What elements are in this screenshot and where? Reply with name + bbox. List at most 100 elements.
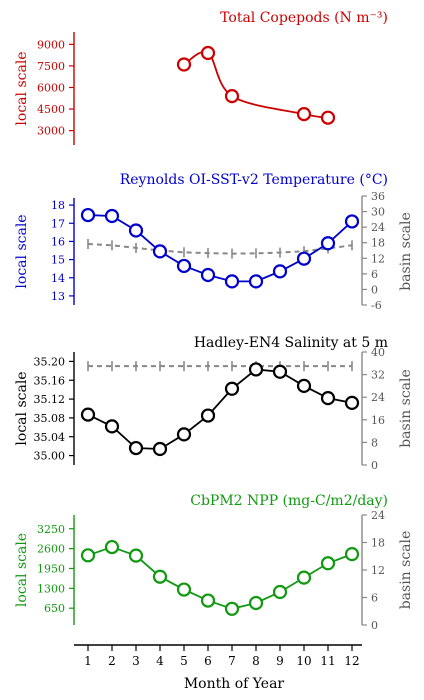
data-point	[320, 236, 336, 251]
left-axis-label: local scale	[14, 533, 30, 607]
data-point	[224, 89, 240, 104]
data-point	[80, 407, 96, 422]
right-tick-label: 0	[371, 459, 378, 472]
x-tick-label: 1	[84, 654, 92, 668]
data-point	[152, 569, 168, 584]
right-tick-label: 36	[371, 190, 385, 203]
x-tick-label: 3	[132, 654, 140, 668]
data-point	[296, 106, 312, 122]
data-point	[176, 582, 192, 597]
left-tick-label: 14	[51, 272, 65, 285]
right-tick-label: 12	[371, 252, 385, 265]
right-tick-label: 18	[371, 237, 385, 250]
data-point	[128, 440, 144, 456]
data-point	[176, 427, 192, 442]
data-point	[320, 110, 336, 125]
left-tick-label: 35.12	[34, 393, 66, 406]
right-tick-label: 0	[371, 283, 378, 296]
series-line	[87, 214, 353, 283]
right-tick-label: 32	[371, 369, 385, 382]
data-point	[224, 601, 240, 616]
panel-2: Reynolds OI-SST-v2 Temperature (°C) 13 14 1…	[14, 172, 414, 312]
data-point	[152, 244, 168, 259]
data-point	[224, 381, 240, 396]
data-point	[320, 556, 336, 571]
left-tick-label: 35.08	[34, 412, 66, 425]
left-tick-label: 2600	[37, 543, 65, 556]
right-axis-label: basin scale	[398, 369, 414, 448]
left-tick-label: 3250	[37, 523, 65, 536]
right-tick-label: 24	[371, 391, 385, 404]
left-axis-label: local scale	[14, 371, 30, 445]
data-point	[200, 45, 216, 61]
panel-1: Total Copepods (N m⁻³) 3000 4500 6000 7500 90…	[14, 10, 388, 145]
left-tick-label: 3000	[37, 125, 65, 138]
left-tick-label: 13	[51, 290, 65, 303]
right-tick-label: 6	[371, 592, 378, 605]
series-line	[87, 368, 353, 450]
data-point	[128, 223, 144, 238]
data-point	[296, 378, 312, 393]
data-point	[176, 57, 192, 72]
x-tick-label: 8	[252, 654, 260, 668]
left-tick-label: 18	[51, 199, 65, 212]
right-axis-label: basin scale	[398, 531, 414, 610]
left-tick-label: 35.04	[34, 431, 66, 444]
data-point	[248, 362, 264, 377]
x-tick-label: 5	[180, 654, 188, 668]
x-axis: 1 2 3 4 5 6 7 8 9 10 11 12	[74, 644, 362, 668]
data-point	[200, 593, 216, 608]
right-tick-label: 12	[371, 564, 385, 577]
right-tick-label: 0	[371, 619, 378, 632]
panel-4: CbPM2 NPP (mg-C/m2/day) 650 1300 1950 2600 32…	[14, 493, 414, 632]
data-point	[128, 548, 144, 563]
right-tick-label: 6	[371, 268, 378, 281]
left-tick-label: 1300	[37, 582, 65, 595]
right-tick-label: 8	[371, 436, 378, 449]
data-point	[224, 274, 240, 289]
left-tick-label: 35.00	[34, 450, 66, 463]
left-tick-label: 9000	[37, 38, 65, 51]
right-tick-label: 16	[371, 414, 385, 427]
x-axis-label: Month of Year	[184, 676, 285, 692]
basin-series-line	[87, 243, 353, 255]
right-tick-label: 18	[371, 537, 385, 550]
data-point	[104, 208, 120, 224]
x-tick-label: 6	[204, 654, 212, 668]
left-axis-label: local scale	[14, 51, 30, 125]
panel-title: Total Copepods (N m⁻³)	[220, 10, 388, 26]
left-tick-label: 1950	[37, 562, 65, 575]
right-tick-label: -6	[371, 299, 382, 312]
panels: Total Copepods (N m⁻³)300045006000750090…	[14, 10, 414, 632]
x-tick-label: 7	[228, 654, 236, 668]
panel-3: Hadley-EN4 Salinity at 5 m 35.00 35.04 35.0…	[14, 335, 414, 472]
left-tick-label: 35.16	[34, 374, 66, 387]
left-tick-label: 17	[51, 217, 65, 230]
x-tick-label: 12	[344, 654, 359, 668]
left-tick-label: 650	[44, 602, 65, 615]
data-point	[272, 264, 288, 279]
panel-title: Hadley-EN4 Salinity at 5 m	[194, 335, 388, 351]
x-tick-label: 4	[156, 654, 164, 668]
left-tick-label: 15	[51, 254, 65, 267]
data-point	[272, 584, 288, 600]
left-axis-label: local scale	[14, 214, 30, 288]
series-line	[87, 546, 353, 610]
left-tick-label: 16	[51, 235, 65, 248]
right-tick-label: 40	[371, 346, 385, 359]
data-point	[320, 391, 336, 406]
right-tick-label: 24	[371, 509, 385, 522]
x-tick-label: 10	[296, 654, 311, 668]
left-tick-label: 6000	[37, 82, 65, 95]
data-point	[200, 408, 216, 423]
right-tick-label: 24	[371, 221, 385, 234]
data-point	[248, 274, 264, 289]
data-point	[80, 207, 96, 223]
data-point	[344, 547, 360, 562]
data-point	[104, 419, 120, 434]
data-point	[104, 539, 120, 555]
right-axis-label: basin scale	[398, 212, 414, 291]
data-point	[272, 364, 288, 379]
x-tick-label: 9	[276, 654, 284, 668]
